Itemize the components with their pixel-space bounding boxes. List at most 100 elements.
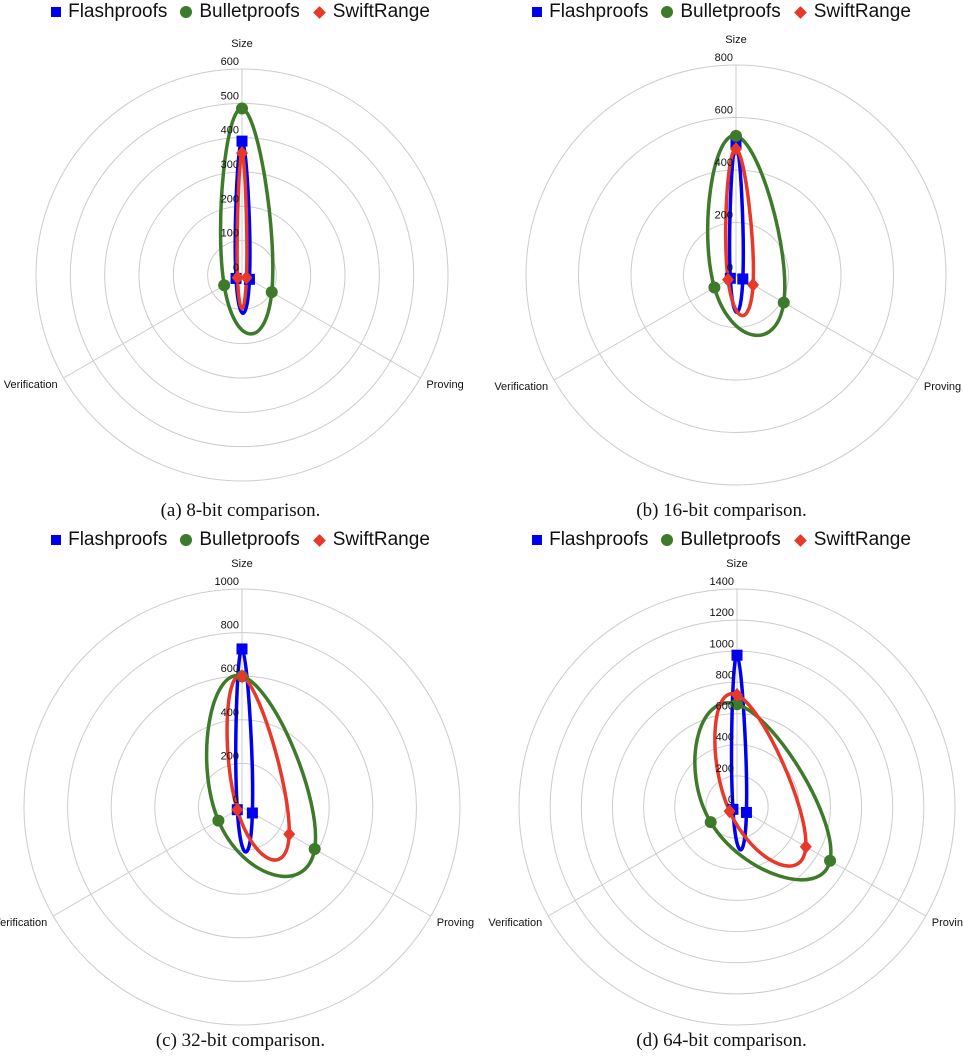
tick-label: 800 <box>716 669 734 681</box>
axis-spoke-verification <box>63 274 243 379</box>
data-point-square <box>740 806 752 818</box>
legend-square-marker <box>51 535 62 545</box>
legend-item-bulletproofs: Bulletproofs <box>180 529 300 551</box>
data-point-circle <box>236 102 248 115</box>
chart-legend: Flashproofs Bulletproofs SwiftRange <box>481 0 962 24</box>
legend-label: SwiftRange <box>813 529 911 550</box>
legend-label: Flashproofs <box>549 529 649 550</box>
legend-label: Bulletproofs <box>199 529 300 550</box>
radar-chart: 0 200 400 600 800 1000 Size Proving Verification <box>0 558 474 1026</box>
radar-grid <box>23 588 461 1026</box>
data-point-circle <box>708 281 721 294</box>
axis-label-proving: Proving <box>924 381 961 393</box>
legend-item-bulletproofs: Bulletproofs <box>661 1 781 23</box>
axis-label-size: Size <box>725 34 746 46</box>
tick-label: 1000 <box>215 576 239 588</box>
data-point-square <box>246 807 258 819</box>
data-point-circle <box>308 842 321 855</box>
tick-label: 400 <box>221 125 239 137</box>
axis-label-verification: Verification <box>0 917 47 929</box>
data-point-square <box>236 135 248 147</box>
tick-label: 200 <box>221 193 239 205</box>
axis-label-proving: Proving <box>437 917 474 929</box>
tick-label: 1200 <box>710 607 734 619</box>
data-point-circle <box>265 286 278 299</box>
radar-panel-b: Flashproofs Bulletproofs SwiftRange 0 200… <box>481 0 962 528</box>
legend-circle-marker <box>661 534 674 546</box>
legend-label: Flashproofs <box>549 1 649 22</box>
legend-item-flashproofs: Flashproofs <box>51 529 167 551</box>
radar-chart: 0 200 400 600 800 Size Proving Verification <box>494 34 961 486</box>
series-line-bulletproofs <box>705 134 787 338</box>
axis-label-verification: Verification <box>488 917 542 929</box>
legend-label: Bulletproofs <box>199 1 300 22</box>
legend-label: Flashproofs <box>68 529 168 550</box>
legend-item-bulletproofs: Bulletproofs <box>661 529 781 551</box>
figure-caption: (a) 8-bit comparison. <box>160 500 321 521</box>
figure-caption: (d) 64-bit comparison. <box>636 1030 807 1051</box>
legend-item-flashproofs: Flashproofs <box>532 1 648 23</box>
tick-label: 200 <box>221 750 239 762</box>
tick-label: 600 <box>221 56 239 68</box>
series-line-flashproofs <box>233 139 252 315</box>
legend-label: SwiftRange <box>813 1 911 22</box>
data-point-circle <box>704 816 717 829</box>
data-point-diamond <box>799 839 812 854</box>
legend-square-marker <box>51 7 62 17</box>
data-point-square <box>731 649 743 661</box>
radar-panel-d: Flashproofs Bulletproofs SwiftRange 0 200… <box>481 528 963 1056</box>
legend-label: Bulletproofs <box>680 1 781 22</box>
radar-grid <box>35 68 449 482</box>
axis-spoke-verification <box>553 274 737 381</box>
legend-circle-marker <box>180 534 193 546</box>
tick-label: 200 <box>716 763 734 775</box>
series-line-swiftrange <box>225 674 291 862</box>
data-point-diamond <box>240 270 253 285</box>
axis-spoke-proving <box>241 806 432 917</box>
data-point-circle <box>731 698 743 711</box>
chart-legend: Flashproofs Bulletproofs SwiftRange <box>0 528 481 552</box>
radar-panel-a: Flashproofs Bulletproofs SwiftRange 0 100… <box>0 0 481 528</box>
axis-spoke-verification <box>52 806 243 917</box>
legend-item-swiftrange: SwiftRange <box>312 529 430 551</box>
figure-caption: (b) 16-bit comparison. <box>636 500 807 521</box>
series-line-bulletproofs <box>218 106 275 336</box>
series-line-flashproofs <box>234 647 255 854</box>
radar-grid <box>525 64 947 486</box>
axis-label-size: Size <box>231 558 252 570</box>
data-point-circle <box>730 129 742 142</box>
legend-item-swiftrange: SwiftRange <box>793 1 911 23</box>
legend-item-swiftrange: SwiftRange <box>312 1 430 23</box>
legend-label: Bulletproofs <box>680 529 781 550</box>
legend-label: SwiftRange <box>332 529 430 550</box>
tick-label: 400 <box>715 157 733 169</box>
data-point-diamond <box>283 827 296 842</box>
tick-label: 200 <box>715 210 733 222</box>
legend-label: SwiftRange <box>332 1 430 22</box>
data-point-diamond <box>231 802 244 817</box>
series-line-swiftrange <box>235 151 249 311</box>
tick-label: 0 <box>233 794 239 806</box>
series-line-swiftrange <box>713 691 808 868</box>
tick-label: 100 <box>221 228 239 240</box>
series-line-bulletproofs <box>204 673 318 878</box>
data-point-diamond <box>723 804 736 819</box>
tick-label: 600 <box>221 663 239 675</box>
tick-label: 400 <box>221 707 239 719</box>
data-point-diamond <box>722 272 735 287</box>
tick-label: 0 <box>728 794 734 806</box>
legend-square-marker <box>532 535 543 545</box>
chart-legend: Flashproofs Bulletproofs SwiftRange <box>481 528 962 552</box>
figure-caption: (c) 32-bit comparison. <box>155 1030 326 1051</box>
legend-item-flashproofs: Flashproofs <box>51 1 167 23</box>
tick-label: 400 <box>716 732 734 744</box>
axis-label-size: Size <box>231 38 252 50</box>
legend-square-marker <box>532 7 543 17</box>
legend-item-flashproofs: Flashproofs <box>532 529 648 551</box>
tick-label: 600 <box>716 701 734 713</box>
legend-item-swiftrange: SwiftRange <box>793 529 911 551</box>
data-point-square <box>236 643 248 655</box>
data-point-diamond <box>231 270 244 285</box>
legend-circle-marker <box>180 6 193 18</box>
data-point-diamond <box>730 142 742 156</box>
